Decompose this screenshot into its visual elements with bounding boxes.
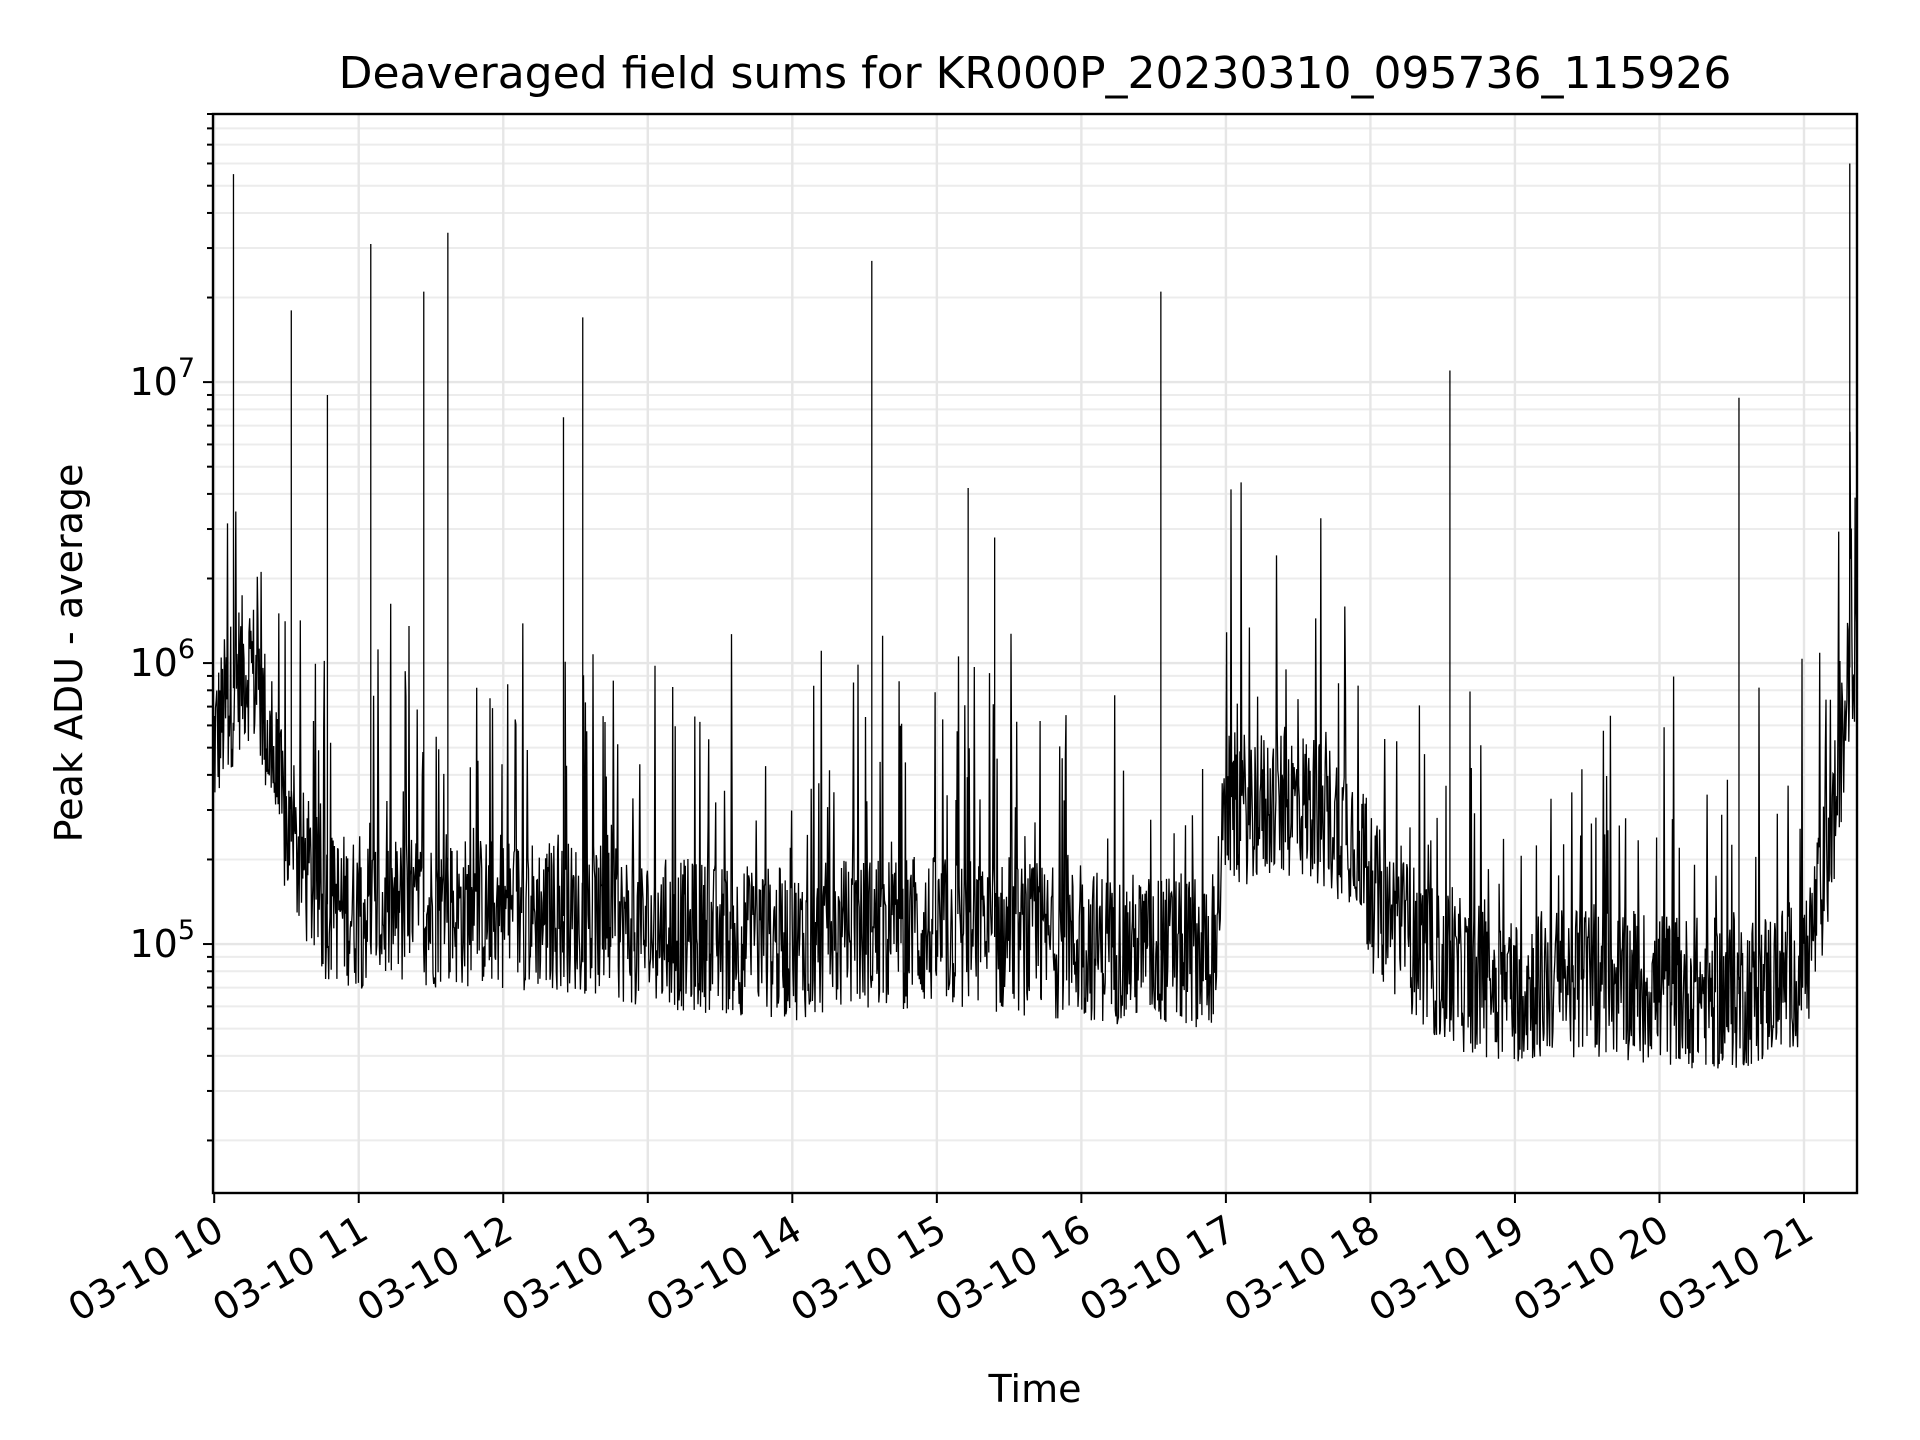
y-tick-label: 107 [129, 353, 195, 404]
chart-title: Deaveraged field sums for KR000P_2023031… [339, 48, 1732, 99]
plot-frame [211, 112, 1859, 1195]
y-tick-label: 105 [129, 915, 195, 966]
y-axis-label: Peak ADU - average [47, 464, 91, 843]
series-layer [212, 163, 1858, 1069]
x-axis-label: Time [988, 1367, 1082, 1411]
series-line [212, 431, 1858, 1069]
y-tick-label: 106 [129, 634, 195, 685]
grid [213, 113, 1857, 1193]
